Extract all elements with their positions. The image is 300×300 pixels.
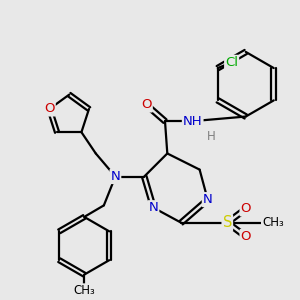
Text: Cl: Cl (225, 56, 238, 69)
Text: N: N (203, 193, 213, 206)
Text: O: O (241, 230, 251, 243)
Text: CH₃: CH₃ (262, 216, 284, 229)
Text: O: O (141, 98, 152, 112)
Text: N: N (110, 170, 120, 183)
Text: H: H (207, 130, 215, 143)
Text: O: O (44, 103, 55, 116)
Text: CH₃: CH₃ (74, 284, 95, 297)
Text: NH: NH (183, 115, 203, 128)
Text: S: S (223, 215, 232, 230)
Text: N: N (148, 201, 158, 214)
Text: O: O (241, 202, 251, 215)
